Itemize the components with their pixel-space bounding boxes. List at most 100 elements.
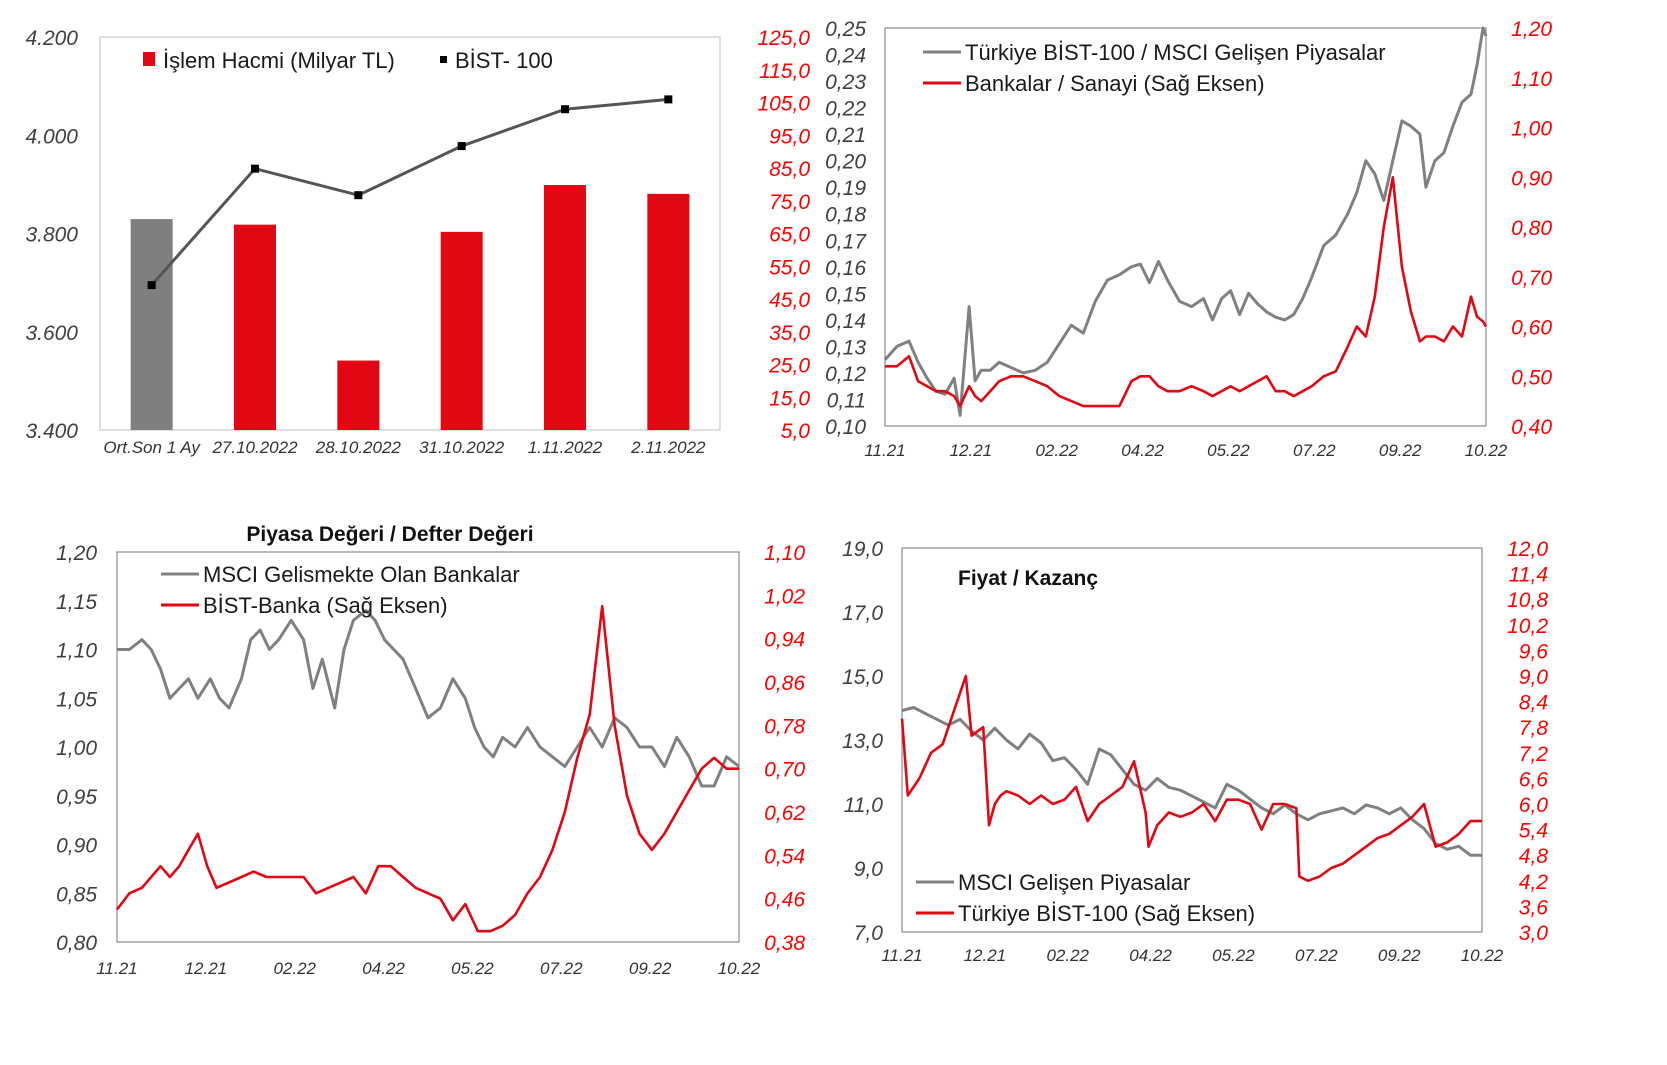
y-left-tick: 0,24 xyxy=(825,45,866,68)
x-tick-label: 05.22 xyxy=(451,959,494,978)
x-tick-label: 05.22 xyxy=(1212,946,1255,965)
y-right-tick: 9,6 xyxy=(1519,640,1549,663)
y-left-tick: 19,0 xyxy=(842,538,883,561)
y-right-tick: 10,2 xyxy=(1507,615,1548,638)
legend-label: MSCI Gelismekte Olan Bankalar xyxy=(203,562,520,587)
x-tick-label: 10.22 xyxy=(718,959,761,978)
x-tick-label: 12.21 xyxy=(950,441,993,460)
plot-frame-c2 xyxy=(884,27,1487,427)
legend-swatch-volume xyxy=(143,52,155,66)
x-tick-label: 02.22 xyxy=(273,959,316,978)
y-left-tick: 1,00 xyxy=(56,737,97,760)
y-right-tick: 0,80 xyxy=(1511,217,1552,240)
x-tick-label: 10.22 xyxy=(1461,946,1504,965)
y-left-tick: 3.600 xyxy=(25,322,78,345)
legend-label: İşlem Hacmi (Milyar TL) xyxy=(163,48,395,73)
y-left-tick: 0,15 xyxy=(825,283,866,306)
x-tick-label: 05.22 xyxy=(1207,441,1250,460)
chart-title: Fiyat / Kazanç xyxy=(958,567,1098,590)
chart-title: Piyasa Değeri / Defter Değeri xyxy=(246,523,533,546)
x-tick-label: 02.22 xyxy=(1046,946,1089,965)
y-right-tick: 0,38 xyxy=(764,932,805,955)
bar-1 xyxy=(234,224,276,430)
y-right-tick: 1,02 xyxy=(764,585,805,608)
x-tick-label: 09.22 xyxy=(1378,946,1421,965)
x-tick-label: 02.22 xyxy=(1035,441,1078,460)
x-tick-label: 28.10.2022 xyxy=(315,438,402,457)
y-right-tick: 0,94 xyxy=(764,629,805,652)
y-right-tick: 0,78 xyxy=(764,715,805,738)
plot-frame-c4 xyxy=(901,547,1483,933)
x-tick-label: 2.11.2022 xyxy=(630,438,706,457)
y-left-tick: 0,23 xyxy=(825,71,866,94)
y-left-tick: 0,10 xyxy=(825,416,866,439)
y-left-tick: 0,14 xyxy=(825,310,866,333)
y-right-tick: 6,0 xyxy=(1519,794,1549,817)
y-right-tick: 4,2 xyxy=(1519,871,1549,894)
y-left-tick: 0,95 xyxy=(56,786,97,809)
y-left-tick: 9,0 xyxy=(854,858,884,881)
line-point-4 xyxy=(561,105,569,114)
y-left-tick: 0,25 xyxy=(825,18,866,41)
y-right-tick: 5,0 xyxy=(781,420,811,443)
y-right-tick: 105,0 xyxy=(757,93,810,116)
x-tick-label: Ort.Son 1 Ay xyxy=(103,438,201,457)
series-line-1 xyxy=(900,674,1482,883)
y-left-tick: 0,12 xyxy=(825,363,866,386)
y-left-tick: 1,20 xyxy=(56,542,97,565)
y-right-tick: 0,46 xyxy=(764,889,805,912)
x-tick-label: 07.22 xyxy=(1293,441,1336,460)
x-tick-label: 04.22 xyxy=(1121,441,1164,460)
y-right-tick: 1,10 xyxy=(1511,68,1552,91)
bar-3 xyxy=(440,231,483,430)
y-left-tick: 0,17 xyxy=(825,230,867,253)
y-left-tick: 4.200 xyxy=(25,27,78,50)
bar-5 xyxy=(647,193,690,430)
y-left-tick: 15,0 xyxy=(842,666,883,689)
legend-label: BİST- 100 xyxy=(455,48,553,73)
line-point-1 xyxy=(251,164,259,173)
legend-label: Türkiye BİST-100 (Sağ Eksen) xyxy=(958,901,1255,926)
y-right-tick: 95,0 xyxy=(769,125,810,148)
legend-label: MSCI Gelişen Piyasalar xyxy=(958,870,1190,895)
y-left-tick: 11,0 xyxy=(844,794,884,817)
series-line-0 xyxy=(901,706,1482,857)
y-right-tick: 15,0 xyxy=(769,387,810,410)
y-right-tick: 6,6 xyxy=(1519,768,1549,791)
x-tick-label: 07.22 xyxy=(1295,946,1338,965)
series-line-0 xyxy=(117,609,740,788)
line-point-0 xyxy=(147,281,156,290)
y-left-tick: 3.400 xyxy=(25,420,78,443)
x-tick-label: 12.21 xyxy=(964,946,1007,965)
y-right-tick: 0,70 xyxy=(764,759,805,782)
x-tick-label: 09.22 xyxy=(1379,441,1422,460)
y-right-tick: 5,4 xyxy=(1519,820,1548,843)
bar-4 xyxy=(544,185,586,430)
y-left-tick: 1,05 xyxy=(56,688,97,711)
series-line-1 xyxy=(115,604,739,933)
y-right-tick: 75,0 xyxy=(769,191,810,214)
y-right-tick: 1,10 xyxy=(764,542,805,565)
y-left-tick: 0,80 xyxy=(56,932,97,955)
legend-label: Bankalar / Sanayi (Sağ Eksen) xyxy=(965,71,1265,96)
y-right-tick: 115,0 xyxy=(759,60,810,83)
y-right-tick: 9,0 xyxy=(1519,666,1549,689)
y-right-tick: 0,40 xyxy=(1511,416,1552,439)
x-tick-label: 31.10.2022 xyxy=(419,438,505,457)
y-left-tick: 1,10 xyxy=(56,640,97,663)
x-tick-label: 10.22 xyxy=(1465,441,1508,460)
y-left-tick: 7,0 xyxy=(854,922,884,945)
x-tick-label: 11.21 xyxy=(96,959,137,978)
x-tick-label: 04.22 xyxy=(362,959,405,978)
legend-label: BİST-Banka (Sağ Eksen) xyxy=(203,593,448,618)
y-left-tick: 3.800 xyxy=(25,224,78,247)
y-left-tick: 0,16 xyxy=(825,257,866,280)
y-left-tick: 13,0 xyxy=(842,730,883,753)
y-left-tick: 1,15 xyxy=(56,591,97,614)
y-right-tick: 0,70 xyxy=(1511,267,1552,290)
series-line-bist100 xyxy=(150,97,669,287)
y-right-tick: 4,8 xyxy=(1519,845,1549,868)
y-left-tick: 0,22 xyxy=(825,98,866,121)
x-tick-label: 11.21 xyxy=(864,441,905,460)
